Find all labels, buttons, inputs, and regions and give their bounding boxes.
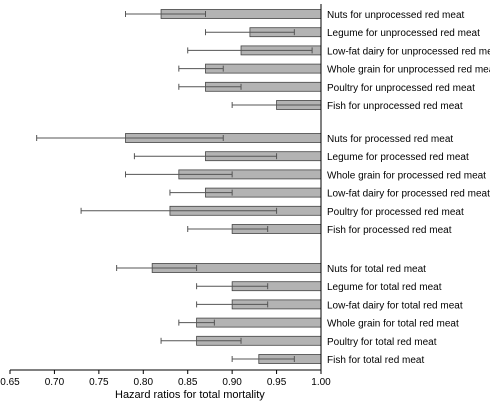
category-label: Low-fat dairy for total red meat (327, 300, 463, 311)
x-tick-label: 0.75 (89, 377, 109, 388)
category-label: Low-fat dairy for unprocessed red meat (327, 46, 490, 57)
x-tick-label: 0.80 (134, 377, 154, 388)
category-label: Fish for total red meat (327, 355, 424, 366)
category-label: Poultry for processed red meat (327, 207, 464, 218)
category-label: Poultry for unprocessed red meat (327, 83, 475, 94)
category-label: Low-fat dairy for processed red meat (327, 189, 490, 200)
category-label: Nuts for total red meat (327, 264, 426, 275)
x-axis: 0.65 0.70 0.75 0.80 0.85 0.90 0.95 1.00 (0, 4, 331, 388)
x-tick-label: 0.85 (178, 377, 198, 388)
category-labels: Nuts for unprocessed red meat Legume for … (327, 10, 490, 366)
bar (196, 317, 322, 328)
x-tick-label: 0.65 (0, 377, 20, 388)
category-label: Legume for unprocessed red meat (327, 28, 480, 39)
x-tick-label: 0.90 (222, 377, 242, 388)
x-axis-label: Hazard ratios for total mortality (115, 389, 265, 401)
category-label: Nuts for processed red meat (327, 134, 453, 145)
category-label: Whole grain for unprocessed red meat (327, 65, 490, 76)
category-label: Fish for unprocessed red meat (327, 101, 463, 112)
category-label: Whole grain for total red meat (327, 319, 459, 330)
x-tick-label: 0.70 (45, 377, 65, 388)
category-label: Fish for processed red meat (327, 225, 452, 236)
category-label: Poultry for total red meat (327, 337, 437, 348)
bars-layer (36, 9, 322, 364)
x-tick-label: 1.00 (311, 377, 331, 388)
category-label: Legume for processed red meat (327, 152, 469, 163)
x-tick-label: 0.95 (267, 377, 287, 388)
category-label: Legume for total red meat (327, 282, 442, 293)
category-label: Whole grain for processed red meat (327, 170, 486, 181)
category-label: Nuts for unprocessed red meat (327, 10, 465, 21)
